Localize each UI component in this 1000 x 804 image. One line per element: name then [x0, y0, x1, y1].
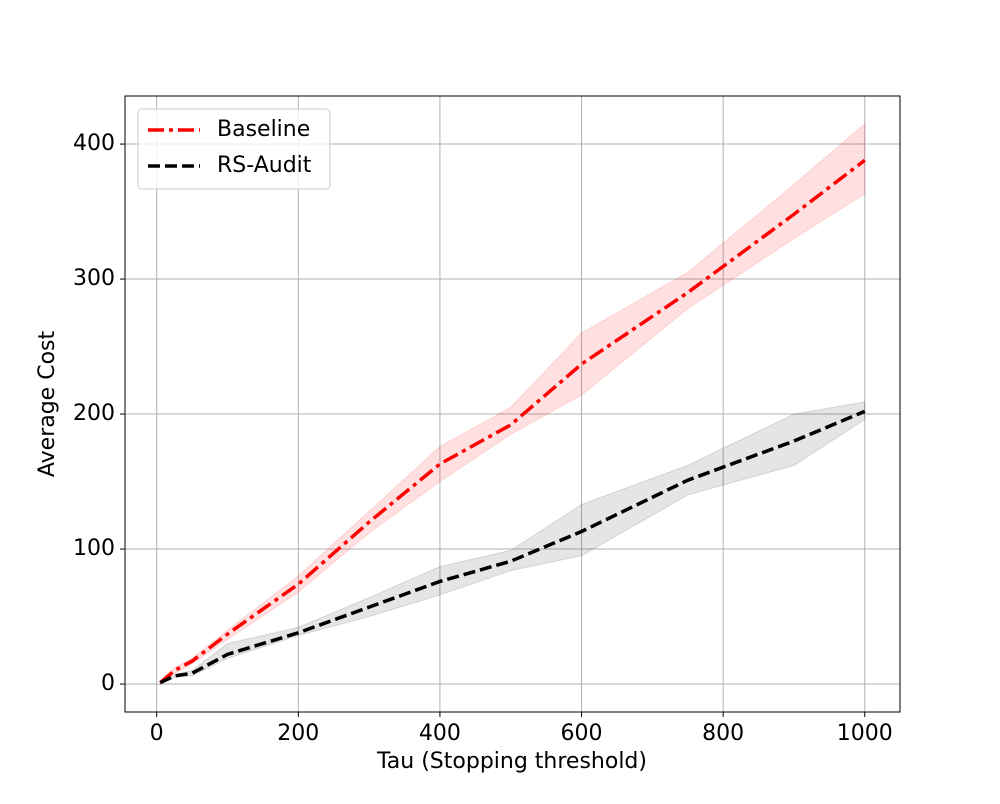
x-tick-label: 0	[150, 721, 164, 746]
y-tick-label: 300	[73, 266, 115, 291]
y-tick-label: 0	[101, 671, 115, 696]
series-line	[159, 158, 866, 685]
x-tick-label: 1000	[837, 721, 893, 746]
legend: Baseline RS-Audit	[137, 108, 331, 190]
y-tick-label: 200	[73, 401, 115, 426]
plot-frame	[124, 95, 901, 713]
confidence-band	[159, 401, 866, 685]
y-tick-label: 400	[73, 131, 115, 156]
x-tick-label: 600	[561, 721, 603, 746]
x-tick-label: 200	[277, 721, 319, 746]
x-tick-label: 400	[419, 721, 461, 746]
y-axis-label: Average Cost	[35, 331, 60, 478]
x-axis-label: Tau (Stopping threshold)	[376, 749, 647, 774]
series-line	[159, 409, 866, 685]
legend-label: RS-Audit	[217, 153, 312, 178]
legend-label: Baseline	[217, 117, 310, 142]
y-tick-label: 100	[73, 536, 115, 561]
confidence-band	[159, 122, 866, 686]
x-tick-label: 800	[702, 721, 744, 746]
